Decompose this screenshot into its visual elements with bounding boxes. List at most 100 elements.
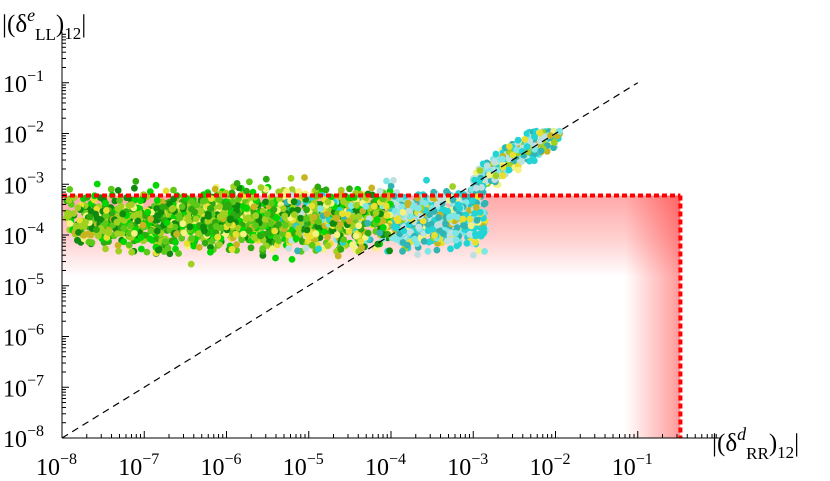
scatter-point xyxy=(193,201,201,209)
scatter-point xyxy=(376,187,384,195)
scatter-point xyxy=(291,211,298,219)
scatter-point xyxy=(355,222,363,230)
scatter-point xyxy=(168,205,176,213)
scatter-point xyxy=(128,248,136,256)
scatter-point xyxy=(390,223,398,231)
scatter-point xyxy=(480,224,487,232)
scatter-point xyxy=(267,220,275,228)
scatter-point xyxy=(411,235,418,243)
scatter-point xyxy=(337,220,344,228)
scatter-point xyxy=(475,247,483,255)
scatter-point xyxy=(515,166,522,174)
y-axis-title: |(δeLL)12| xyxy=(2,5,86,44)
scatter-point xyxy=(137,234,145,241)
scatter-point xyxy=(101,199,109,207)
scatter-point xyxy=(147,215,155,223)
y-tick-label: 10−1 xyxy=(3,68,44,98)
scatter-point xyxy=(131,196,139,204)
scatter-point xyxy=(466,230,474,238)
scatter-point xyxy=(349,241,356,249)
scatter-point xyxy=(340,236,348,244)
x-tick-label: 10−4 xyxy=(365,451,406,481)
scatter-point xyxy=(155,246,162,254)
scatter-point xyxy=(215,196,223,204)
scatter-point xyxy=(303,226,311,234)
scatter-point xyxy=(166,250,174,258)
scatter-point xyxy=(453,224,461,232)
scatter-point xyxy=(483,162,491,170)
scatter-point xyxy=(407,213,414,220)
y-tick-label: 10−2 xyxy=(3,119,44,149)
scatter-point xyxy=(288,186,296,193)
scatter-point xyxy=(93,180,101,188)
scatter-point xyxy=(228,245,236,253)
scatter-point xyxy=(97,216,104,223)
scatter-point xyxy=(433,246,441,254)
scatter-point xyxy=(113,218,121,226)
scatter-point xyxy=(415,223,423,231)
scatter-point xyxy=(240,230,247,238)
scatter-point xyxy=(252,212,260,220)
scatter-point xyxy=(287,174,295,182)
scatter-point xyxy=(302,244,310,252)
scatter-point xyxy=(283,187,290,195)
scatter-point xyxy=(279,230,286,238)
scatter-point xyxy=(370,202,378,210)
scatter-point xyxy=(473,216,481,224)
scatter-point xyxy=(179,220,187,228)
scatter-point xyxy=(440,206,448,214)
scatter-point xyxy=(433,200,441,208)
scatter-point xyxy=(531,133,538,141)
scatter-point xyxy=(152,181,160,189)
scatter-point xyxy=(247,244,255,252)
scatter-point xyxy=(334,252,342,260)
x-axis-title: |(δdRR)12| xyxy=(712,424,799,463)
scatter-point xyxy=(117,203,125,210)
scatter-point xyxy=(188,197,196,205)
scatter-point xyxy=(214,233,222,241)
scatter-point xyxy=(102,245,109,253)
scatter-point xyxy=(467,222,475,230)
scatter-point xyxy=(372,209,380,217)
scatter-point xyxy=(404,199,412,207)
scatter-point xyxy=(238,236,246,244)
scatter-point xyxy=(125,241,133,249)
scatter-point xyxy=(162,187,170,195)
scatter-point xyxy=(243,187,250,195)
scatter-point xyxy=(391,207,399,215)
scatter-point xyxy=(180,229,188,237)
x-tick-label: 10−8 xyxy=(36,451,77,481)
scatter-point xyxy=(192,215,200,223)
scatter-point xyxy=(264,210,271,218)
scatter-point xyxy=(288,256,296,263)
scatter-point xyxy=(477,230,484,238)
y-tick-label: 10−3 xyxy=(3,169,44,199)
scatter-point xyxy=(333,231,341,239)
scatter-point xyxy=(188,234,196,242)
scatter-point xyxy=(216,203,224,210)
scatter-point xyxy=(409,203,417,211)
scatter-point xyxy=(115,247,123,255)
scatter-point xyxy=(262,186,270,193)
scatter-point xyxy=(346,185,353,193)
scatter-point xyxy=(323,210,331,218)
scatter-point xyxy=(66,220,74,227)
scatter-point xyxy=(232,230,240,238)
scatter-point xyxy=(547,132,554,140)
scatter-point xyxy=(399,208,407,216)
scatter-point xyxy=(442,220,449,228)
scatter-point xyxy=(295,224,302,232)
scatter-point xyxy=(324,233,331,241)
scatter-point xyxy=(353,201,360,209)
scatter-point xyxy=(472,184,480,192)
y-tick-label: 10−6 xyxy=(3,322,44,352)
scatter-point xyxy=(513,146,520,154)
scatter-point xyxy=(345,227,353,235)
scatter-point xyxy=(146,188,154,196)
scatter-point xyxy=(137,197,144,205)
scatter-point xyxy=(471,209,479,217)
scatter-point xyxy=(262,175,270,183)
y-tick-label: 10−4 xyxy=(3,220,44,250)
scatter-point xyxy=(144,208,152,216)
scatter-point xyxy=(384,231,392,238)
